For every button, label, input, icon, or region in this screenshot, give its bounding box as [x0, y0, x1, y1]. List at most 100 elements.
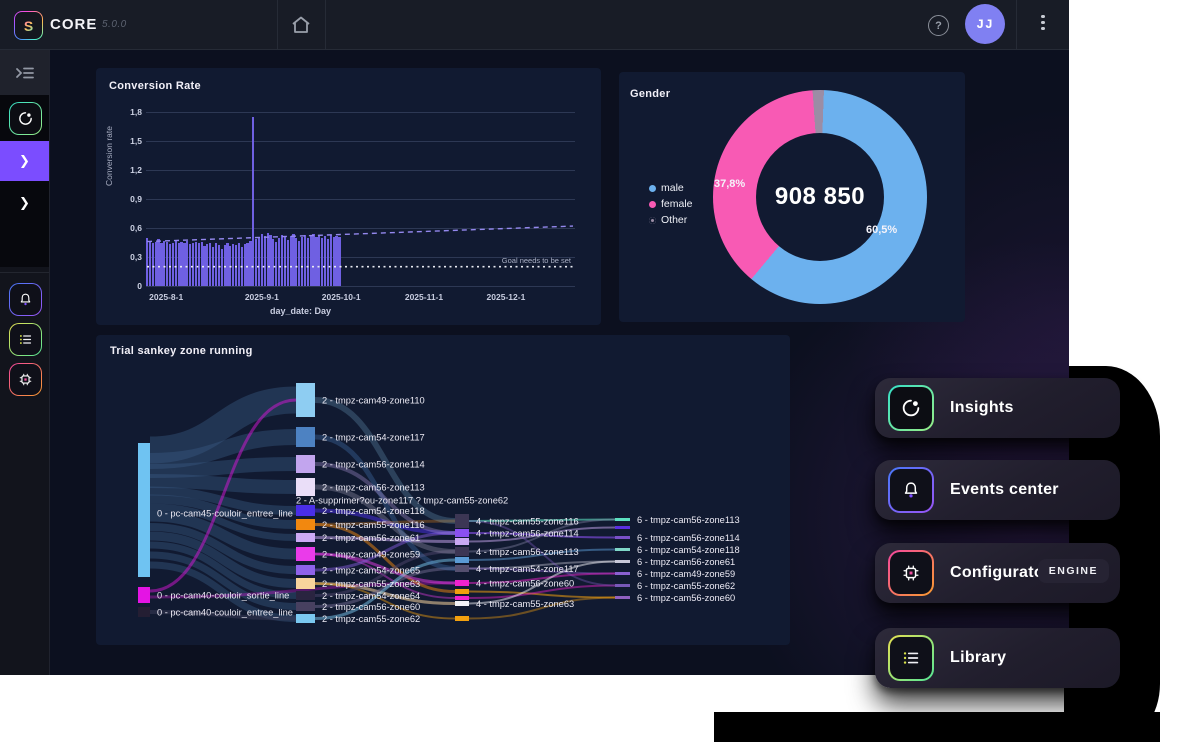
- sankey-node[interactable]: [296, 383, 315, 417]
- sankey-node[interactable]: [296, 427, 315, 447]
- menu-card-insights[interactable]: Insights: [875, 378, 1120, 438]
- bar[interactable]: [263, 235, 266, 286]
- bar[interactable]: [214, 243, 218, 286]
- bar[interactable]: [315, 236, 318, 286]
- bar[interactable]: [180, 241, 183, 286]
- bar[interactable]: [148, 240, 152, 286]
- menu-card-configurator[interactable]: Configurator ENGINE: [875, 543, 1120, 603]
- bar[interactable]: [223, 245, 226, 286]
- bar[interactable]: [321, 237, 324, 286]
- sankey-node[interactable]: [455, 547, 469, 556]
- bar[interactable]: [217, 245, 220, 286]
- sankey-node[interactable]: [455, 589, 469, 594]
- bar[interactable]: [194, 241, 197, 286]
- sankey-node[interactable]: [615, 596, 630, 599]
- sankey-node[interactable]: [615, 572, 630, 575]
- bar[interactable]: [237, 243, 241, 286]
- sankey-node[interactable]: [138, 443, 150, 577]
- sankey-node[interactable]: [615, 560, 630, 563]
- sankey-node[interactable]: [296, 547, 315, 561]
- menu-card-library[interactable]: Library: [875, 628, 1120, 688]
- bar[interactable]: [266, 232, 269, 286]
- sankey-node[interactable]: [615, 548, 630, 551]
- sankey-node[interactable]: [296, 533, 315, 542]
- sankey-node[interactable]: [296, 614, 315, 623]
- sidebar-item-configurator[interactable]: [9, 363, 42, 396]
- bar[interactable]: [160, 242, 163, 286]
- bar[interactable]: [286, 239, 289, 286]
- bar[interactable]: [257, 236, 261, 286]
- bar[interactable]: [295, 237, 298, 286]
- bar[interactable]: [301, 236, 304, 286]
- bar[interactable]: [200, 241, 203, 286]
- bar[interactable]: [146, 237, 149, 286]
- bar[interactable]: [168, 244, 172, 286]
- bar[interactable]: [171, 242, 175, 286]
- bar[interactable]: [335, 235, 338, 286]
- sankey-node[interactable]: [615, 536, 630, 539]
- donut-chart[interactable]: 908 850: [713, 90, 927, 304]
- sankey-node[interactable]: [296, 578, 315, 589]
- sankey-node[interactable]: [296, 591, 315, 600]
- bar[interactable]: [191, 242, 195, 286]
- bar[interactable]: [197, 243, 200, 286]
- sankey-node[interactable]: [455, 514, 469, 528]
- avatar[interactable]: JJ: [965, 4, 1005, 44]
- sankey-node[interactable]: [296, 602, 315, 611]
- bar[interactable]: [260, 233, 263, 286]
- bar[interactable]: [278, 237, 281, 286]
- sidebar-item-library[interactable]: [9, 323, 42, 356]
- sankey-node[interactable]: [455, 538, 469, 545]
- sankey-node[interactable]: [296, 505, 315, 516]
- bar[interactable]: [154, 241, 157, 286]
- bar[interactable]: [306, 237, 309, 286]
- sankey-node[interactable]: [138, 587, 150, 603]
- sankey-node[interactable]: [455, 596, 469, 600]
- kebab-menu-button[interactable]: [1034, 12, 1052, 36]
- sidebar-collapse-button[interactable]: [0, 50, 49, 95]
- bar[interactable]: [157, 238, 160, 286]
- bar[interactable]: [292, 233, 295, 286]
- sidebar-item-expand[interactable]: ❯: [0, 183, 49, 223]
- bar[interactable]: [332, 236, 335, 286]
- bar[interactable]: [174, 240, 177, 286]
- sankey-node[interactable]: [296, 519, 315, 530]
- bar[interactable]: [323, 235, 327, 286]
- sankey-node[interactable]: [296, 478, 315, 496]
- sidebar-item-insights[interactable]: [9, 102, 42, 135]
- bar[interactable]: [189, 244, 192, 286]
- bar[interactable]: [220, 249, 223, 286]
- sankey-node[interactable]: [455, 616, 469, 621]
- legend-item-female[interactable]: female: [649, 198, 693, 210]
- home-button[interactable]: [289, 13, 313, 37]
- bar[interactable]: [298, 240, 301, 286]
- bar[interactable]: [289, 235, 292, 286]
- bar[interactable]: [303, 234, 307, 286]
- bar[interactable]: [280, 234, 284, 286]
- menu-card-events-center[interactable]: Events center: [875, 460, 1120, 520]
- bar[interactable]: [275, 241, 278, 286]
- legend-item-male[interactable]: male: [649, 182, 693, 194]
- sankey-node[interactable]: [455, 529, 469, 537]
- bar[interactable]: [232, 244, 235, 286]
- bar[interactable]: [209, 242, 212, 286]
- sankey-node[interactable]: [138, 607, 150, 617]
- help-button[interactable]: ?: [928, 15, 949, 36]
- sankey-node[interactable]: [455, 565, 469, 572]
- bar[interactable]: [177, 243, 180, 286]
- bar[interactable]: [243, 244, 246, 286]
- bar[interactable]: [163, 240, 166, 286]
- bar[interactable]: [183, 242, 186, 286]
- sankey-node[interactable]: [455, 601, 469, 606]
- sidebar-item-active[interactable]: ❯: [0, 141, 49, 181]
- bar[interactable]: [249, 240, 252, 286]
- bar[interactable]: [338, 236, 341, 286]
- bar[interactable]: [329, 234, 332, 286]
- bar[interactable]: [246, 242, 249, 286]
- bar[interactable]: [318, 234, 321, 286]
- sankey-node[interactable]: [455, 557, 469, 563]
- sankey-node[interactable]: [615, 584, 630, 587]
- sankey-node[interactable]: [296, 455, 315, 473]
- bar[interactable]: [326, 238, 330, 286]
- app-logo[interactable]: S: [14, 11, 43, 40]
